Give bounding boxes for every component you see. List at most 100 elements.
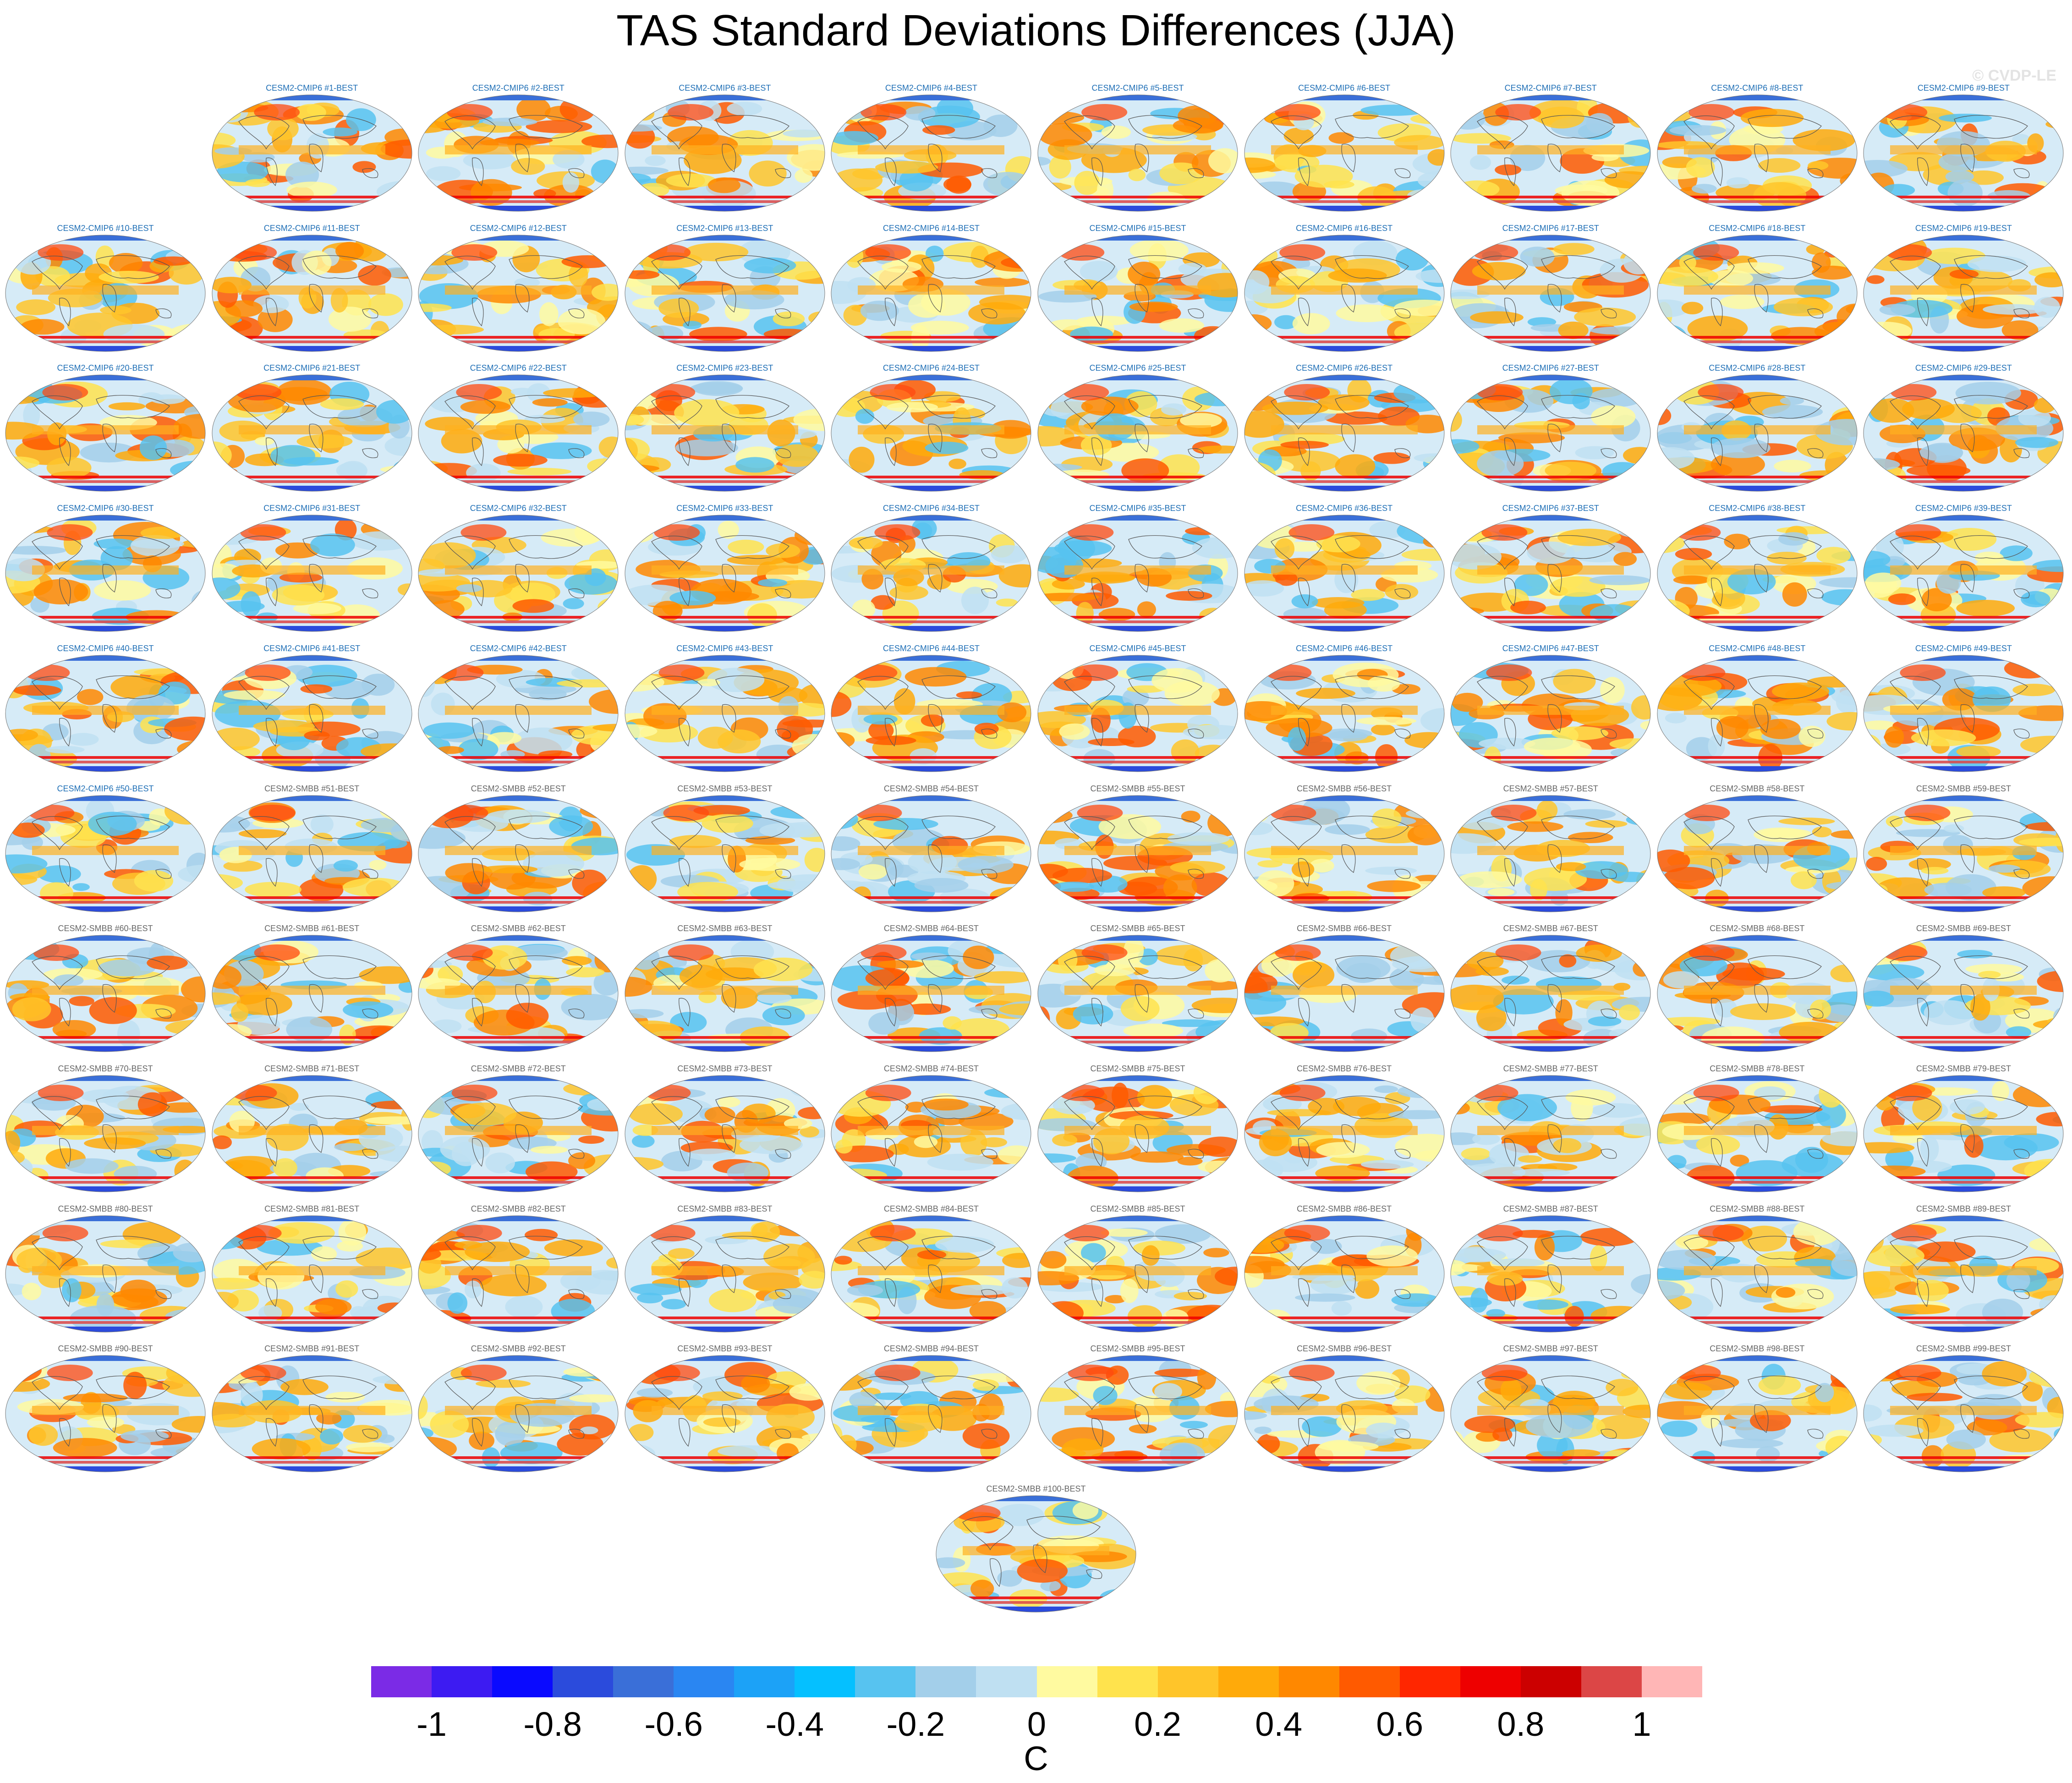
map-panel: CESM2-SMBB #99-BEST — [1863, 1343, 2064, 1473]
map-panel: CESM2-CMIP6 #38-BEST — [1656, 502, 1858, 632]
panel-title: CESM2-SMBB #72-BEST — [471, 1064, 566, 1073]
panel-title: CESM2-CMIP6 #7-BEST — [1504, 83, 1597, 93]
map-panel: CESM2-SMBB #81-BEST — [211, 1203, 413, 1333]
world-map — [1244, 1075, 1445, 1192]
world-map — [1657, 655, 1858, 772]
panel-title: CESM2-SMBB #90-BEST — [58, 1344, 153, 1354]
panel-title: CESM2-SMBB #100-BEST — [986, 1484, 1086, 1493]
panel-title: CESM2-CMIP6 #2-BEST — [472, 83, 565, 93]
world-map — [212, 795, 412, 912]
world-map — [1863, 935, 2064, 1052]
world-map — [1037, 235, 1238, 352]
panel-title: CESM2-SMBB #71-BEST — [264, 1064, 360, 1073]
colorbar-tick-label: 0 — [1027, 1705, 1047, 1743]
colorbar-box — [674, 1666, 735, 1697]
colorbar-box — [915, 1666, 976, 1697]
colorbar-box — [1520, 1666, 1581, 1697]
panel-title: CESM2-CMIP6 #40-BEST — [57, 643, 154, 653]
world-map — [831, 655, 1031, 772]
panel-title: CESM2-SMBB #86-BEST — [1297, 1204, 1392, 1213]
map-panel: CESM2-CMIP6 #34-BEST — [830, 502, 1032, 632]
panel-title: CESM2-SMBB #64-BEST — [883, 924, 979, 933]
map-panel: CESM2-SMBB #74-BEST — [830, 1063, 1032, 1193]
world-map — [1863, 374, 2064, 492]
panel-title: CESM2-SMBB #97-BEST — [1503, 1344, 1598, 1354]
map-panel: CESM2-CMIP6 #26-BEST — [1244, 362, 1445, 492]
panel-title: CESM2-CMIP6 #46-BEST — [1296, 643, 1393, 653]
map-panel: CESM2-CMIP6 #22-BEST — [417, 362, 619, 492]
world-map — [1863, 795, 2064, 912]
map-panel: CESM2-SMBB #96-BEST — [1244, 1343, 1445, 1473]
panel-title: CESM2-SMBB #91-BEST — [264, 1344, 360, 1354]
map-panel: CESM2-CMIP6 #30-BEST — [5, 502, 206, 632]
panel-title: CESM2-CMIP6 #50-BEST — [57, 784, 154, 793]
map-panel: CESM2-SMBB #66-BEST — [1244, 922, 1445, 1053]
map-panel: CESM2-SMBB #70-BEST — [5, 1063, 206, 1193]
map-panel: CESM2-SMBB #75-BEST — [1037, 1063, 1239, 1193]
world-map — [418, 235, 619, 352]
panel-title: CESM2-SMBB #51-BEST — [264, 784, 360, 793]
panel-title: CESM2-CMIP6 #37-BEST — [1502, 504, 1599, 513]
world-map — [212, 935, 412, 1052]
panel-title: CESM2-CMIP6 #15-BEST — [1089, 223, 1186, 233]
map-panel: CESM2-CMIP6 #2-BEST — [417, 82, 619, 212]
panel-title: CESM2-CMIP6 #8-BEST — [1711, 83, 1803, 93]
panel-title: CESM2-SMBB #63-BEST — [677, 924, 773, 933]
map-panel: CESM2-CMIP6 #35-BEST — [1037, 502, 1239, 632]
world-map — [1450, 374, 1651, 492]
panel-title: CESM2-SMBB #74-BEST — [883, 1064, 979, 1073]
panel-title: CESM2-SMBB #75-BEST — [1090, 1064, 1185, 1073]
map-panel: CESM2-CMIP6 #31-BEST — [211, 502, 413, 632]
panel-title: CESM2-CMIP6 #48-BEST — [1709, 643, 1806, 653]
map-panel: CESM2-SMBB #53-BEST — [624, 783, 826, 913]
world-map — [212, 235, 412, 352]
world-map — [831, 1215, 1031, 1333]
world-map — [5, 235, 206, 352]
world-map — [1037, 655, 1238, 772]
panel-title: CESM2-SMBB #56-BEST — [1297, 784, 1392, 793]
map-panel: CESM2-SMBB #98-BEST — [1656, 1343, 1858, 1473]
world-map — [1450, 655, 1651, 772]
map-panel: CESM2-CMIP6 #8-BEST — [1656, 82, 1858, 212]
panel-title: CESM2-SMBB #95-BEST — [1090, 1344, 1185, 1354]
colorbar-box — [1339, 1666, 1400, 1697]
panel-title: CESM2-CMIP6 #38-BEST — [1709, 504, 1806, 513]
panel-title: CESM2-CMIP6 #12-BEST — [470, 223, 567, 233]
panel-title: CESM2-SMBB #92-BEST — [471, 1344, 566, 1354]
world-map — [212, 1355, 412, 1472]
world-map — [1657, 1355, 1858, 1472]
map-panel: CESM2-CMIP6 #19-BEST — [1863, 222, 2064, 352]
map-panel: CESM2-CMIP6 #49-BEST — [1863, 642, 2064, 773]
map-panel: CESM2-SMBB #97-BEST — [1450, 1343, 1651, 1473]
world-map — [5, 1215, 206, 1333]
world-map — [625, 1355, 825, 1472]
panel-title: CESM2-SMBB #81-BEST — [264, 1204, 360, 1213]
map-panel: CESM2-CMIP6 #21-BEST — [211, 362, 413, 492]
map-panel: CESM2-SMBB #60-BEST — [5, 922, 206, 1053]
map-panel: CESM2-SMBB #95-BEST — [1037, 1343, 1239, 1473]
map-panel: CESM2-CMIP6 #28-BEST — [1656, 362, 1858, 492]
panel-title: CESM2-CMIP6 #45-BEST — [1089, 643, 1186, 653]
map-panel: CESM2-CMIP6 #44-BEST — [830, 642, 1032, 773]
world-map — [625, 935, 825, 1052]
colorbar-tick-label: -0.2 — [886, 1705, 945, 1743]
map-panel: CESM2-CMIP6 #47-BEST — [1450, 642, 1651, 773]
colorbar-tick-label: 0.4 — [1255, 1705, 1303, 1743]
map-panel: CESM2-SMBB #69-BEST — [1863, 922, 2064, 1053]
map-panel: CESM2-CMIP6 #4-BEST — [830, 82, 1032, 212]
world-map — [212, 1215, 412, 1333]
map-panel: CESM2-CMIP6 #12-BEST — [417, 222, 619, 352]
panel-title: CESM2-CMIP6 #39-BEST — [1915, 504, 2012, 513]
colorbar-box — [1460, 1666, 1521, 1697]
panel-title: CESM2-CMIP6 #4-BEST — [885, 83, 977, 93]
colorbar-box — [1157, 1666, 1218, 1697]
panel-title: CESM2-SMBB #53-BEST — [677, 784, 773, 793]
map-panel: CESM2-CMIP6 #20-BEST — [5, 362, 206, 492]
map-panel: CESM2-SMBB #61-BEST — [211, 922, 413, 1053]
world-map — [831, 94, 1031, 212]
world-map — [1037, 1075, 1238, 1192]
world-map — [831, 1075, 1031, 1192]
world-map — [1450, 1215, 1651, 1333]
panel-title: CESM2-SMBB #68-BEST — [1710, 924, 1805, 933]
world-map — [212, 1075, 412, 1192]
